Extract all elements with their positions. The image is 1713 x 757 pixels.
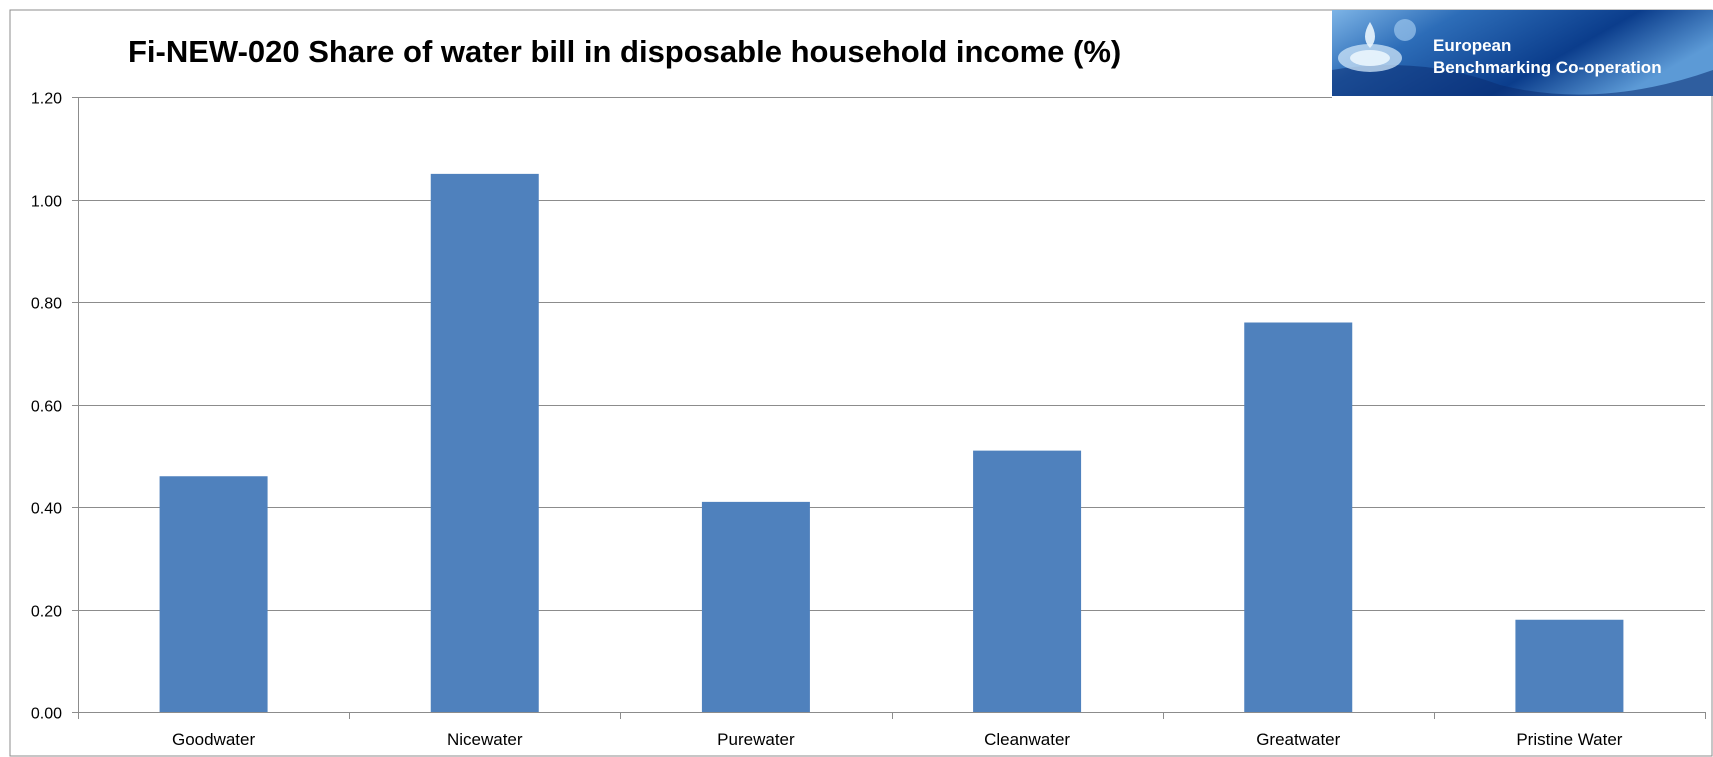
x-tick-label: Nicewater	[447, 730, 523, 749]
logo-wave	[1332, 65, 1713, 96]
x-tick-label: Cleanwater	[984, 730, 1070, 749]
y-tick-label: 1.20	[31, 91, 62, 108]
gridlines	[72, 97, 1705, 713]
y-tick-label: 1.00	[31, 194, 62, 211]
bar	[1515, 619, 1624, 712]
logo-line-2: Benchmarking Co-operation	[1433, 58, 1662, 77]
x-tick-label: Goodwater	[172, 730, 255, 749]
y-tick-label: 0.20	[31, 604, 62, 621]
y-axis-ticks: 0.00 0.20 0.40 0.60 0.80 1.00 1.20	[31, 91, 62, 723]
bar	[159, 476, 268, 712]
chart-title: Fi-NEW-020 Share of water bill in dispos…	[128, 34, 1121, 69]
bar	[973, 450, 1082, 712]
y-tick-label: 0.60	[31, 399, 62, 416]
water-droplet-splash-icon	[1338, 19, 1416, 72]
logo: European Benchmarking Co-operation	[1332, 10, 1713, 96]
bar	[1244, 322, 1353, 712]
bars	[159, 173, 1624, 712]
y-tick-label: 0.00	[31, 706, 62, 723]
bar	[701, 501, 810, 712]
x-axis-ticks: Goodwater Nicewater Purewater Cleanwater Gre…	[78, 712, 1706, 749]
x-tick-label: Pristine Water	[1516, 730, 1622, 749]
x-tick-label: Purewater	[717, 730, 795, 749]
logo-line-1: European	[1433, 36, 1511, 55]
y-tick-label: 0.40	[31, 501, 62, 518]
chart-border	[9, 9, 1713, 757]
x-tick-label: Greatwater	[1256, 730, 1340, 749]
y-tick-label: 0.80	[31, 296, 62, 313]
bar	[430, 173, 539, 712]
